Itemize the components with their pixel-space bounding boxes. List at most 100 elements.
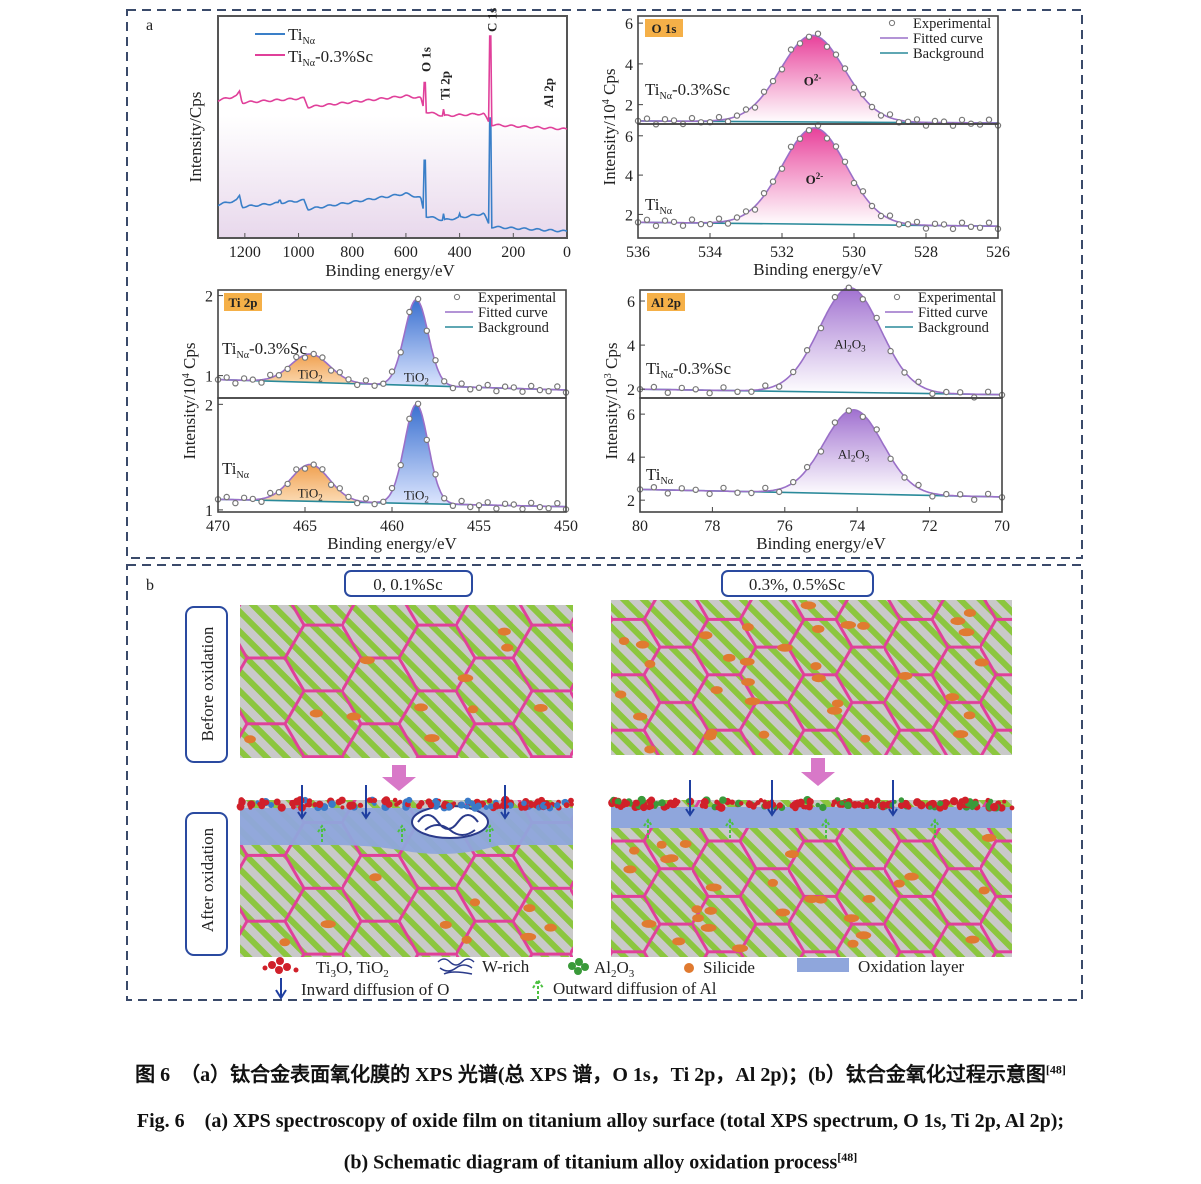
experimental-point <box>467 386 474 393</box>
experimental-point <box>275 489 283 496</box>
silicide-particle <box>800 601 817 610</box>
experimental-point <box>742 208 750 215</box>
peak-label: O 1s <box>418 47 433 72</box>
experimental-point <box>742 106 750 113</box>
experimental-point <box>397 349 404 356</box>
surface-oxide-particle <box>534 798 541 805</box>
peak-label: O2- <box>806 171 824 187</box>
surface-oxide-particle <box>658 799 666 807</box>
y-tick-label: 6 <box>627 294 635 311</box>
chart-al2p: 2 4 6 TiNα-0.3%Sc Al2O3 2 4 6 TiNα Al2O3 80 78 76 74 7… <box>602 284 1010 553</box>
experimental-point <box>458 380 465 387</box>
chart-survey: 1200 1000 800 600 400 200 0 Binding energy/eV … <box>186 8 571 280</box>
experimental-point <box>850 179 858 187</box>
silicide-particle <box>831 699 844 708</box>
experimental-point <box>841 65 849 72</box>
silicide-particle <box>641 919 657 928</box>
experimental-point <box>724 220 732 227</box>
silicide-particle <box>633 712 648 721</box>
peak-label: O2- <box>804 73 822 89</box>
experimental-point <box>868 103 876 111</box>
legend-label: Fitted curve <box>918 305 988 321</box>
experimental-point <box>284 365 291 373</box>
legend-label-ti: TiNα <box>288 25 316 47</box>
chart-o1s: 2 4 6 TiNα-0.3%Sc O2- 2 4 6 TiNα O2- 536 534 532 530 5… <box>600 15 1010 279</box>
inward-diffusion-arrow <box>685 780 695 817</box>
legend-label: Experimental <box>478 290 556 306</box>
outward-diffusion-arrow <box>397 824 407 842</box>
experimental-point <box>796 40 804 47</box>
surface-oxide-particle <box>805 803 813 811</box>
surface-oxide-particle <box>758 798 764 803</box>
experimental-point <box>720 484 727 492</box>
peak-label: TiO2 <box>404 488 429 505</box>
y-tick-label: 6 <box>625 16 633 33</box>
surface-oxide-particle <box>819 803 827 812</box>
experimental-point <box>528 382 535 390</box>
experimental-point <box>664 490 672 497</box>
silicide-particle <box>309 709 323 718</box>
surface-oxide-particle <box>971 803 977 809</box>
surface-oxide-particle <box>563 802 570 809</box>
silicide-particle <box>618 637 630 646</box>
panel-bottom: 2 4 6 TiNα Al2O3 <box>627 397 1006 513</box>
oxidation-layer <box>240 808 573 854</box>
experimental-point <box>267 489 274 497</box>
series-line-0 <box>217 117 568 233</box>
surface-oxide-particle <box>801 804 807 810</box>
experimental-point <box>886 212 894 219</box>
experimental-point <box>240 494 248 501</box>
peak-label: TiO2 <box>298 366 323 383</box>
x-tick-label: 72 <box>922 518 938 535</box>
experimental-point <box>362 377 370 384</box>
peak-fill <box>640 287 1002 395</box>
experimental-point <box>760 189 768 197</box>
silicide-particle <box>893 879 905 888</box>
surface-oxide-particle <box>483 804 489 811</box>
caption-english-line2: (b) Schematic diagram of titanium alloy … <box>343 1150 858 1174</box>
silicide-particle <box>857 621 870 630</box>
inward-diffusion-arrow <box>767 780 777 817</box>
experimental-point <box>850 84 858 91</box>
right-title-box <box>721 570 874 597</box>
experimental-point <box>706 389 713 397</box>
surface-oxide-particle <box>614 798 622 806</box>
experimental-point <box>449 384 457 392</box>
experimental-point <box>232 380 239 387</box>
silicide-particle <box>739 657 755 666</box>
silicide-particle <box>672 937 686 946</box>
experimental-point <box>388 484 396 492</box>
silicide-particle <box>767 878 778 887</box>
x-tick-label: 70 <box>994 518 1010 535</box>
experimental-point <box>423 327 430 334</box>
surface-oxide-particle <box>248 805 253 810</box>
spectrum-tag-badge <box>647 293 685 311</box>
sample-label: TiNα-0.3%Sc <box>645 80 731 102</box>
caption-english-line1: Fig. 6 (a) XPS spectroscopy of oxide fil… <box>136 1110 1065 1132</box>
silicide-particle <box>461 935 472 944</box>
experimental-point <box>831 293 839 301</box>
surface-oxide-particle <box>328 800 336 809</box>
y-tick-label: 2 <box>205 397 213 414</box>
silicide-particle <box>705 883 722 892</box>
experimental-point <box>293 466 300 473</box>
x-tick-label: 460 <box>380 518 404 535</box>
silicide-particle <box>843 914 860 923</box>
plot-area <box>217 15 568 239</box>
surface-oxide-particle <box>614 803 620 809</box>
outward-arrow-symbol <box>532 978 544 999</box>
legend-w-rich: W-rich <box>482 957 530 976</box>
experimental-point <box>275 372 283 379</box>
legend-al2o3: Al2O3 <box>594 958 635 980</box>
surface-oxide-particle <box>457 801 466 809</box>
surface-oxide-particle <box>257 801 262 807</box>
silicide-particle <box>704 906 718 915</box>
experimental-point <box>380 498 387 505</box>
experimental-point <box>823 135 831 142</box>
outward-diffusion-arrow <box>317 824 327 842</box>
silicide-particle <box>244 735 256 744</box>
experimental-point <box>715 215 723 222</box>
surface-oxide-particle <box>289 799 297 807</box>
outward-diffusion-arrow <box>643 818 653 838</box>
experimental-point <box>887 347 894 355</box>
